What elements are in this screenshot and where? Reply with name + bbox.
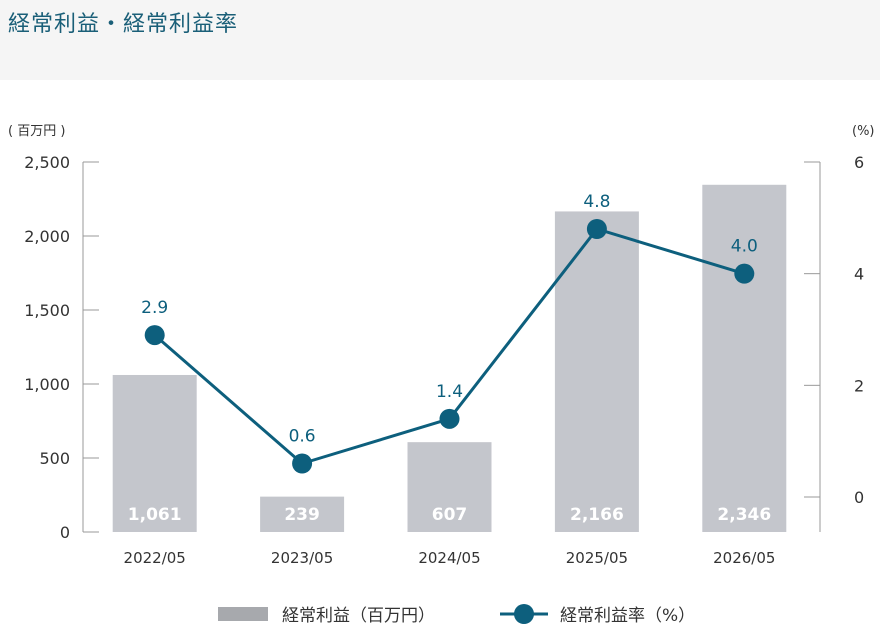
bar-value-label: 1,061 bbox=[128, 505, 182, 525]
x-tick-label: 2024/05 bbox=[418, 549, 480, 567]
line-value-label: 0.6 bbox=[289, 427, 316, 447]
legend-swatch-marker bbox=[514, 604, 534, 624]
axes: 0 500 1,000 1,500 2,000 2,500 0 2 4 6 bbox=[24, 153, 864, 542]
line-point bbox=[439, 408, 460, 429]
page-title: 経常利益・経常利益率 bbox=[8, 12, 239, 37]
right-tick-label: 6 bbox=[854, 153, 864, 172]
line-series: 2.9 0.6 1.4 4.8 4.0 bbox=[141, 192, 758, 474]
legend-label-line: 経常利益率（%） bbox=[560, 606, 695, 626]
bar-value-label: 2,346 bbox=[717, 505, 771, 525]
bar-value-label: 239 bbox=[284, 505, 320, 525]
line-value-label: 1.4 bbox=[436, 382, 463, 402]
right-axis-unit: (%) bbox=[852, 124, 875, 139]
header-band: 経常利益・経常利益率 bbox=[0, 0, 880, 80]
left-axis-unit: ( 百万円 ) bbox=[8, 124, 65, 139]
line-value-label: 2.9 bbox=[141, 298, 168, 318]
left-tick-label: 1,500 bbox=[24, 301, 70, 320]
right-tick-label: 0 bbox=[854, 488, 864, 507]
left-tick-label: 0 bbox=[60, 523, 70, 542]
legend-label-bar: 経常利益（百万円） bbox=[282, 606, 435, 626]
bar bbox=[554, 211, 639, 532]
bar bbox=[260, 496, 345, 532]
bar-value-label: 607 bbox=[432, 505, 468, 525]
line-point bbox=[144, 325, 165, 346]
right-tick-label: 2 bbox=[854, 376, 864, 395]
bar-series: 1,061 2022/05 239 2023/05 607 2024/05 2,166 202… bbox=[112, 184, 787, 567]
left-tick-label: 1,000 bbox=[24, 375, 70, 394]
line-point bbox=[734, 263, 755, 284]
line-value-label: 4.0 bbox=[731, 237, 758, 257]
bar bbox=[407, 442, 492, 532]
legend-swatch-bar bbox=[218, 607, 268, 621]
right-tick-label: 4 bbox=[854, 265, 864, 284]
line-point bbox=[292, 453, 313, 474]
line-value-label: 4.8 bbox=[583, 192, 610, 212]
left-tick-label: 2,000 bbox=[24, 227, 70, 246]
x-tick-label: 2025/05 bbox=[566, 549, 628, 567]
bar bbox=[702, 184, 787, 533]
legend: 経常利益（百万円） 経常利益率（%） bbox=[218, 604, 695, 626]
bar-value-label: 2,166 bbox=[570, 505, 624, 525]
x-tick-label: 2026/05 bbox=[713, 549, 775, 567]
x-tick-label: 2022/05 bbox=[124, 549, 186, 567]
combo-chart: ( 百万円 ) (%) 0 500 1,000 1,500 2,000 2,500 0 2 4 6… bbox=[8, 124, 875, 626]
line-point bbox=[586, 219, 607, 239]
left-tick-label: 500 bbox=[39, 449, 70, 468]
bar bbox=[112, 374, 197, 532]
left-tick-label: 2,500 bbox=[24, 153, 70, 172]
x-tick-label: 2023/05 bbox=[271, 549, 333, 567]
